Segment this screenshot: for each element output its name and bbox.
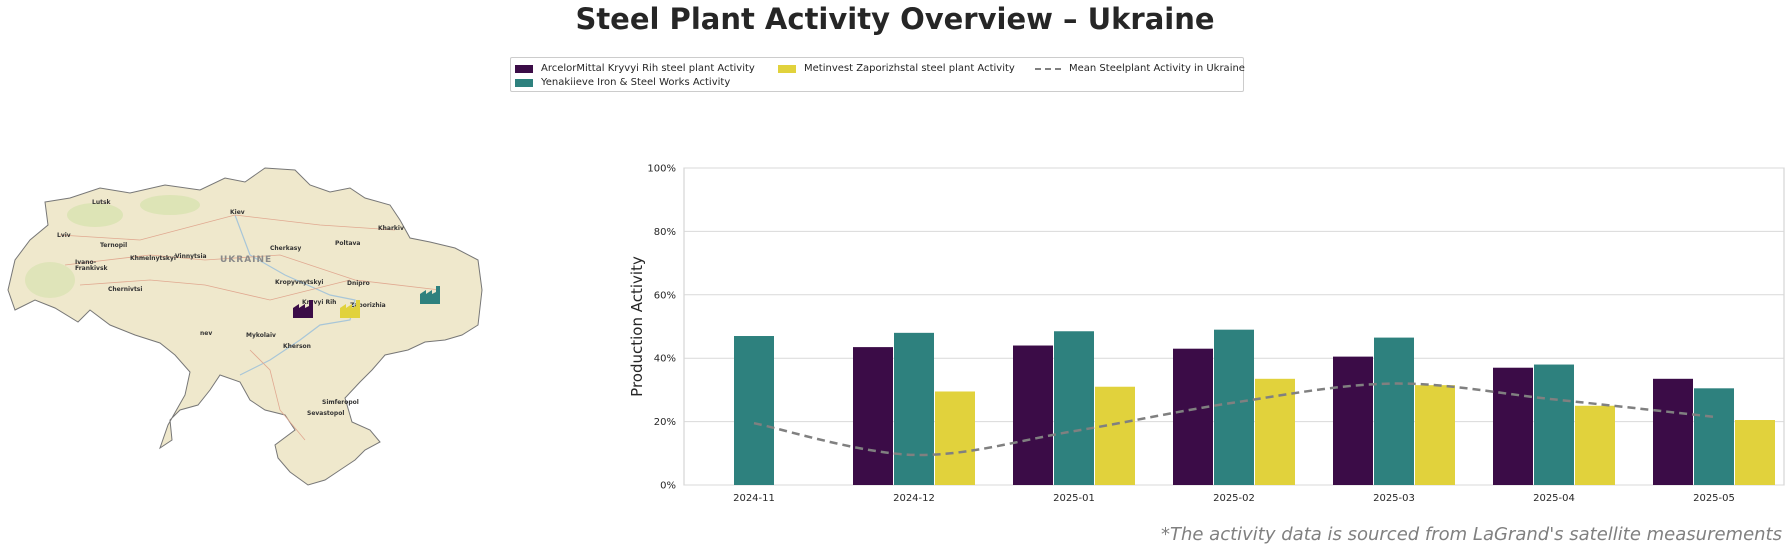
city-label-khmelnytskyi: Khmelnytskyi xyxy=(130,255,176,262)
forest-patch-1 xyxy=(67,203,123,227)
legend-item-yenakiieve: Yenakiieve Iron & Steel Works Activity xyxy=(515,77,730,88)
bar-arcelormittal xyxy=(1013,345,1053,485)
factory-icon-yenakiieve xyxy=(420,286,440,304)
legend-swatch-arcelormittal xyxy=(515,64,533,73)
ukraine-outline xyxy=(7,167,483,486)
bar-yenakiieve xyxy=(1054,331,1094,485)
city-label-frankivsk: Frankivsk xyxy=(75,265,109,272)
city-label-cherkasy: Cherkasy xyxy=(270,245,301,252)
bar-yenakiieve xyxy=(1534,364,1574,485)
mean-line-layer xyxy=(753,382,1715,457)
y-tick-label: 80% xyxy=(654,227,676,238)
city-label-poltava: Poltava xyxy=(335,240,360,247)
legend-item-arcelormittal: ArcelorMittal Kryvyi Rih steel plant Act… xyxy=(515,63,755,74)
legend-label-yenakiieve: Yenakiieve Iron & Steel Works Activity xyxy=(541,77,731,88)
city-label-nev: nev xyxy=(200,330,212,337)
x-tick-label: 2025-02 xyxy=(1213,493,1255,504)
y-tick-label: 60% xyxy=(654,290,676,301)
ukraine-map: Lutsk Kiev Kharkiv Lviv Ternopil Poltava… xyxy=(7,167,483,486)
city-label-lviv: Lviv xyxy=(57,232,71,239)
bar-metinvest xyxy=(1095,386,1135,485)
bar-arcelormittal xyxy=(1333,356,1373,485)
legend-label-arcelormittal: ArcelorMittal Kryvyi Rih steel plant Act… xyxy=(541,63,755,74)
legend: ArcelorMittal Kryvyi Rih steel plant Act… xyxy=(510,57,1245,92)
city-label-dnipro: Dnipro xyxy=(347,280,370,287)
legend-item-mean: Mean Steelplant Activity in Ukraine xyxy=(1035,63,1245,74)
city-label-kharkiv: Kharkiv xyxy=(378,225,404,232)
x-tick-label: 2025-03 xyxy=(1373,493,1415,504)
city-label-vinnytsia: Vinnytsia xyxy=(175,253,207,260)
legend-label-mean: Mean Steelplant Activity in Ukraine xyxy=(1069,63,1245,74)
bar-yenakiieve xyxy=(734,336,774,485)
footnote: *The activity data is sourced from LaGra… xyxy=(1160,524,1782,545)
legend-swatch-yenakiieve xyxy=(515,78,533,87)
city-label-ivano: Ivano- xyxy=(75,259,97,266)
y-tick-label: 0% xyxy=(660,481,676,492)
bar-arcelormittal xyxy=(1173,348,1213,485)
bar-metinvest xyxy=(1255,378,1295,485)
legend-item-metinvest: Metinvest Zaporizhstal steel plant Activ… xyxy=(778,63,1015,74)
bar-metinvest xyxy=(935,391,975,485)
bar-yenakiieve xyxy=(894,332,934,485)
bar-arcelormittal xyxy=(853,347,893,485)
road-2 xyxy=(64,254,441,291)
y-axis-label: Production Activity xyxy=(628,256,646,397)
forest-patch-3 xyxy=(25,262,75,298)
chart-title: Steel Plant Activity Overview – Ukraine xyxy=(575,2,1215,36)
city-label-kropyvnytskyi: Kropyvnytskyi xyxy=(275,279,323,286)
city-label-sevastopol: Sevastopol xyxy=(307,410,344,417)
city-label-kiev: Kiev xyxy=(230,209,245,216)
axis-layer: 0% 20% 40% 60% 80% 100% 2024-11 2024-12 2025-01 2… xyxy=(647,164,1734,505)
y-tick-label: 100% xyxy=(647,164,676,175)
city-label-lutsk: Lutsk xyxy=(92,199,112,206)
bar-metinvest xyxy=(1415,385,1455,485)
x-tick-label: 2024-12 xyxy=(893,493,935,504)
factory-icon-metinvest xyxy=(340,300,360,318)
x-tick-label: 2025-01 xyxy=(1053,493,1095,504)
bar-metinvest xyxy=(1735,420,1775,485)
legend-label-metinvest: Metinvest Zaporizhstal steel plant Activ… xyxy=(804,63,1015,74)
city-label-mykolaiv: Mykolaiv xyxy=(246,332,276,339)
forest-patch-2 xyxy=(140,195,200,215)
y-tick-label: 20% xyxy=(654,417,676,428)
city-label-kherson: Kherson xyxy=(283,343,311,350)
road-3 xyxy=(79,279,351,301)
bar-yenakiieve xyxy=(1694,388,1734,485)
y-tick-label: 40% xyxy=(654,354,676,365)
factory-icon-arcelormittal xyxy=(293,300,313,318)
x-tick-label: 2025-05 xyxy=(1693,493,1735,504)
x-tick-label: 2024-11 xyxy=(733,493,775,504)
bar-arcelormittal xyxy=(1653,378,1693,485)
bar-yenakiieve xyxy=(1214,329,1254,485)
bar-yenakiieve xyxy=(1374,337,1414,485)
city-label-zaporizhia: Zaporizhia xyxy=(350,302,386,309)
bar-arcelormittal xyxy=(1493,367,1533,485)
road-4 xyxy=(249,349,306,441)
legend-swatch-metinvest xyxy=(778,64,796,73)
country-label: UKRAINE xyxy=(220,255,272,265)
bars-layer xyxy=(734,329,1775,485)
city-label-chernivtsi: Chernivtsi xyxy=(108,286,142,293)
legend-line-mean xyxy=(1035,67,1061,70)
city-label-kryvyi-rih: Kryvyi Rih xyxy=(302,299,336,306)
city-label-ternopil: Ternopil xyxy=(100,242,127,249)
x-tick-label: 2025-04 xyxy=(1533,493,1575,504)
city-label-simferopol: Simferopol xyxy=(322,399,359,406)
mean-activity-line xyxy=(753,382,1715,457)
bar-metinvest xyxy=(1575,405,1615,485)
road-1 xyxy=(59,214,396,241)
